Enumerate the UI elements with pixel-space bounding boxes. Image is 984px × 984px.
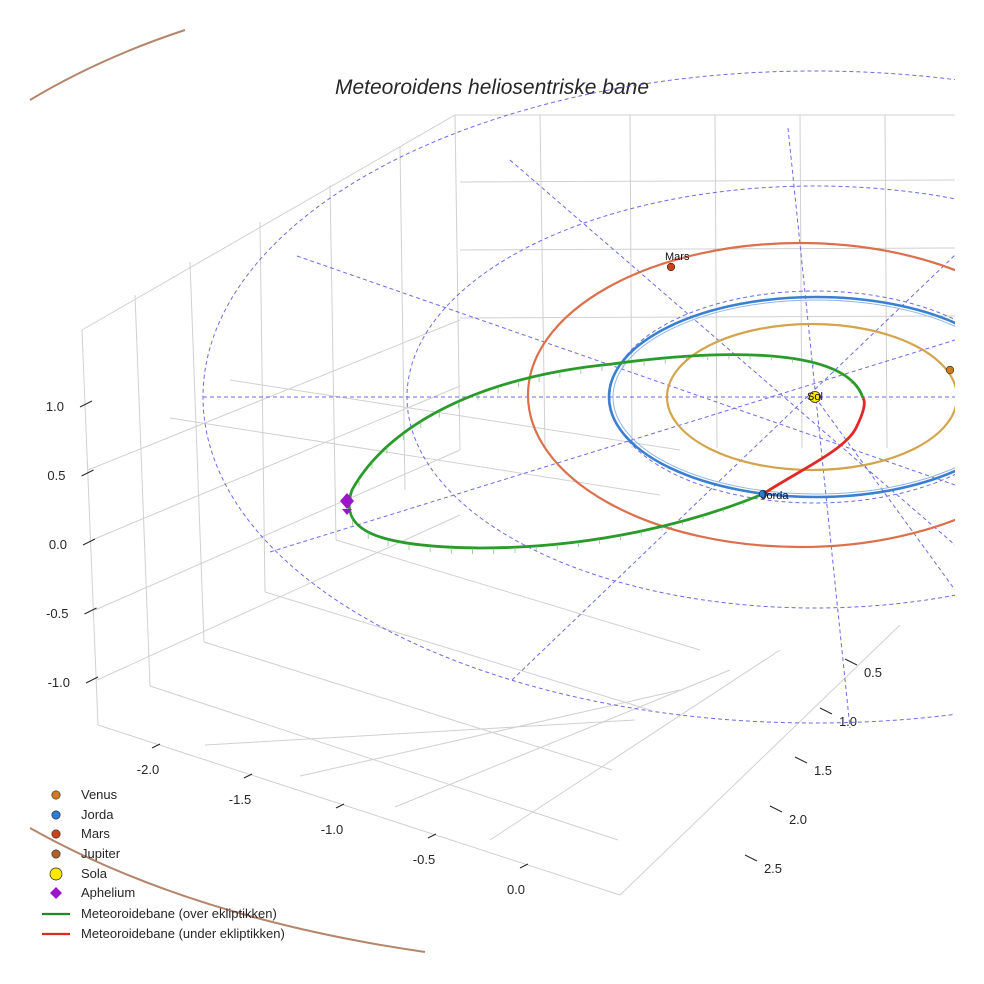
z-tick-label: 0.0 (49, 537, 67, 552)
y-tick-label: 1.5 (814, 763, 832, 778)
x-tick-label: -1.5 (229, 792, 251, 807)
z-tick-label: -0.5 (46, 606, 68, 621)
x-tick-label: 0.0 (507, 882, 525, 897)
legend-label: Jupiter (81, 846, 121, 861)
y-tick-mark (769, 805, 783, 813)
y-tick-label: 1.0 (839, 714, 857, 729)
z-tick-mark (81, 469, 94, 477)
mars-marker (666, 262, 676, 272)
axis-ticks: -2.0 -1.5 -1.0 -0.5 0.0 0.5 1.0 1.5 2.0 2.5 1.0 0.5… (46, 399, 882, 897)
z-tick-label: 1.0 (46, 399, 64, 414)
legend-label: Venus (81, 787, 118, 802)
legend-swatch (50, 887, 62, 899)
legend-item-aphelion: Aphelium (50, 885, 135, 900)
jupiter-orbit-arc-top (29, 29, 186, 101)
y-tick-label: 2.5 (764, 861, 782, 876)
legend-label: Meteoroidebane (under ekliptikken) (81, 926, 285, 941)
legend-item-earth: Jorda (51, 807, 114, 822)
legend-swatch (51, 790, 61, 800)
y-tick-label: 0.5 (864, 665, 882, 680)
legend-label: Mars (81, 826, 110, 841)
z-tick-mark (84, 607, 97, 615)
legend-swatch (51, 829, 61, 839)
z-tick-label: -1.0 (48, 675, 70, 690)
venus-orbit (665, 322, 955, 472)
x-tick-label: -1.0 (321, 822, 343, 837)
legend-item-sun: Sola (49, 866, 108, 881)
z-tick-mark (79, 400, 93, 408)
y-tick-mark (819, 707, 833, 715)
meteoroid-orbit-above (347, 353, 865, 550)
x-tick-mark (519, 863, 529, 869)
legend-item-jupiter: Jupiter (51, 846, 121, 861)
z-tick-label: 0.5 (47, 468, 65, 483)
x-tick-mark (243, 773, 253, 779)
earth-orbit (607, 295, 955, 499)
y-tick-mark (744, 854, 758, 862)
meteoroid-orbit-below (762, 397, 866, 496)
sun-label: Sol (807, 391, 823, 403)
sun-marker (809, 391, 821, 403)
z-tick-mark (82, 538, 96, 546)
mars-label: Mars (665, 251, 690, 263)
z-tick-mark (85, 676, 99, 684)
earth-marker (758, 489, 768, 499)
y-tick-mark (794, 756, 808, 764)
y-tick-label: 2.0 (789, 812, 807, 827)
legend-swatch (51, 810, 61, 820)
x-tick-label: -0.5 (413, 852, 435, 867)
legend: Venus Jorda Mars Jupiter Sola Aphelium M… (42, 787, 285, 941)
x-tick-mark (335, 803, 345, 809)
x-tick-mark (151, 743, 161, 749)
legend-swatch (49, 867, 63, 881)
y-tick-mark (844, 658, 858, 666)
meteoroid-droplines (349, 354, 852, 555)
axis-pane-grid (81, 114, 956, 896)
earth-label: Jorda (761, 490, 789, 502)
mars-orbit (526, 241, 955, 549)
aphelion-marker (340, 493, 354, 509)
x-tick-mark (427, 833, 437, 839)
x-tick-label: -2.0 (137, 762, 159, 777)
venus-marker (945, 365, 955, 375)
legend-label: Jorda (81, 807, 114, 822)
legend-item-orbit-below: Meteoroidebane (under ekliptikken) (42, 926, 285, 941)
legend-label: Sola (81, 866, 108, 881)
venus-label: Venus (958, 361, 984, 373)
legend-item-orbit-above: Meteoroidebane (over ekliptikken) (42, 906, 277, 921)
legend-item-mars: Mars (51, 826, 110, 841)
legend-label: Aphelium (81, 885, 135, 900)
ecliptic-grid (202, 70, 955, 729)
legend-item-venus: Venus (51, 787, 118, 802)
chart-title: Meteoroidens heliosentriske bane (335, 76, 649, 99)
earth-orbit-inner (612, 299, 955, 495)
aphelion-marker-shadow (342, 509, 352, 515)
legend-swatch (51, 849, 61, 859)
jupiter-orbit-arc-bottom (29, 827, 426, 953)
legend-label: Meteoroidebane (over ekliptikken) (81, 906, 277, 921)
